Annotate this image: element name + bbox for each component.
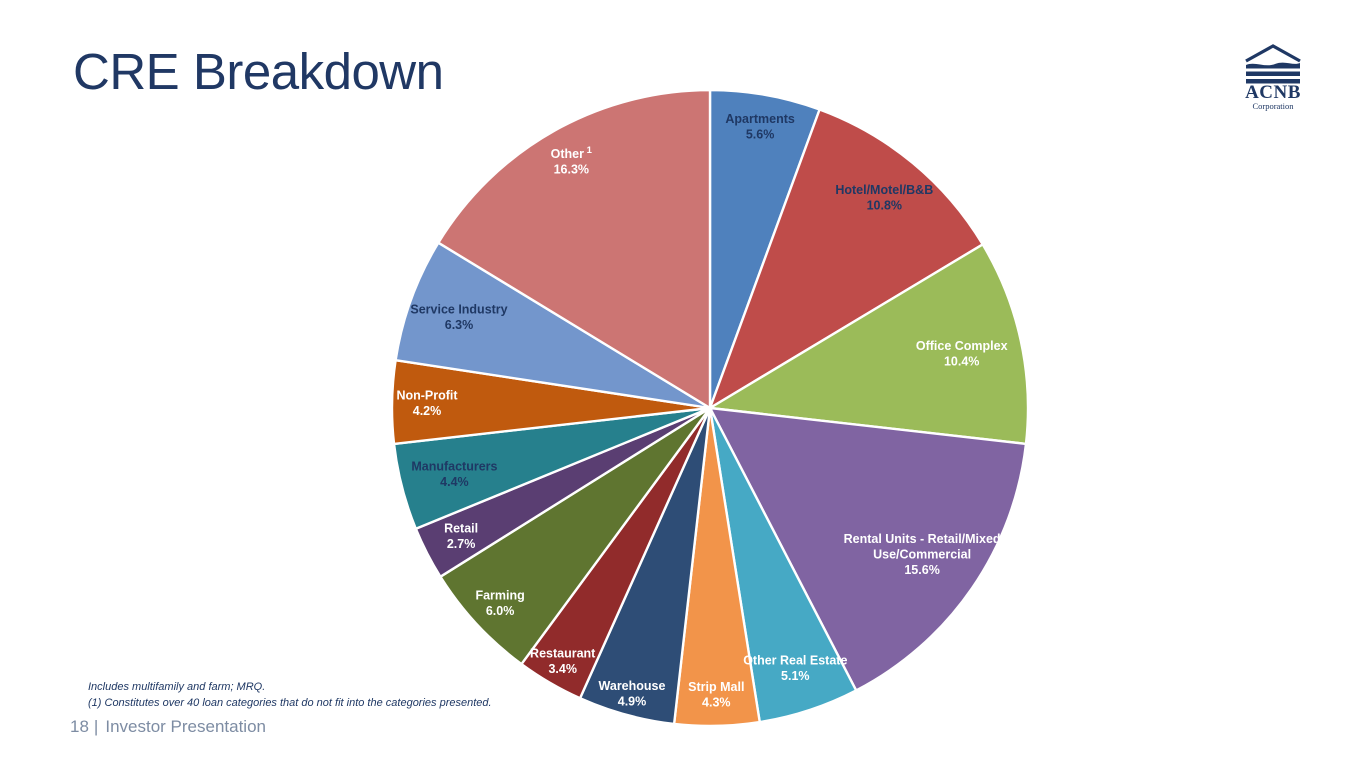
acnb-logo-icon bbox=[1245, 44, 1301, 84]
pie-label-retail: Retail 2.7% bbox=[444, 522, 478, 552]
footer-separator: | bbox=[93, 717, 99, 736]
footnote-line-1: Includes multifamily and farm; MRQ. bbox=[88, 681, 266, 693]
pie-label-warehouse: Warehouse 4.9% bbox=[599, 679, 666, 709]
pie-label-rental-units-retail-mixed-use-commercial: Rental Units - Retail/Mixed Use/Commercia… bbox=[844, 532, 1001, 577]
footnote-line-2: (1) Constitutes over 40 loan categories … bbox=[88, 696, 492, 709]
slide-footer: 18 | Investor Presentation bbox=[70, 717, 266, 737]
cre-pie-chart: Apartments 5.6% Hotel/Motel/B&B 10.8% Office… bbox=[390, 88, 1030, 728]
acnb-logo: ACNB Corporation bbox=[1238, 42, 1308, 111]
page-title: CRE Breakdown bbox=[73, 43, 444, 100]
logo-subtitle: Corporation bbox=[1252, 101, 1294, 111]
pie-slice-hotel-motel-b-b bbox=[708, 108, 984, 410]
footnotes: Includes multifamily and farm; MRQ. (1) … bbox=[88, 680, 492, 711]
pie-label-non-profit: Non-Profit 4.2% bbox=[396, 388, 458, 418]
footnote-superscript: 1 bbox=[584, 145, 593, 156]
pie-label-strip-mall: Strip Mall 4.3% bbox=[688, 680, 744, 710]
pie-label-restaurant: Restaurant 3.4% bbox=[530, 647, 596, 677]
logo-name: ACNB bbox=[1245, 82, 1301, 103]
pie-slice-rental-units-retail-mixed-use-commercial bbox=[708, 406, 1028, 692]
footer-page-number: 18 bbox=[70, 717, 89, 736]
pie-label-apartments: Apartments 5.6% bbox=[725, 112, 795, 142]
pie-label-farming: Farming 6.0% bbox=[475, 588, 524, 618]
pie-slice-other bbox=[437, 88, 712, 410]
pie-label-other: Other 1 16.3% bbox=[551, 145, 593, 177]
pie-slice-office-complex bbox=[708, 243, 1030, 446]
pie-label-service-industry: Service Industry 6.3% bbox=[410, 303, 507, 333]
pie-label-other-real-estate: Other Real Estate 5.1% bbox=[743, 654, 847, 684]
cre-pie-chart-container: Apartments 5.6% Hotel/Motel/B&B 10.8% Office… bbox=[370, 64, 1060, 759]
pie-label-hotel-motel-b-b: Hotel/Motel/B&B 10.8% bbox=[835, 183, 933, 213]
pie-label-office-complex: Office Complex 10.4% bbox=[916, 339, 1008, 369]
pie-label-manufacturers: Manufacturers 4.4% bbox=[411, 459, 497, 489]
footer-label: Investor Presentation bbox=[105, 717, 266, 736]
pie-slice-farming bbox=[439, 406, 712, 666]
pie-slice-service-industry bbox=[394, 241, 712, 410]
